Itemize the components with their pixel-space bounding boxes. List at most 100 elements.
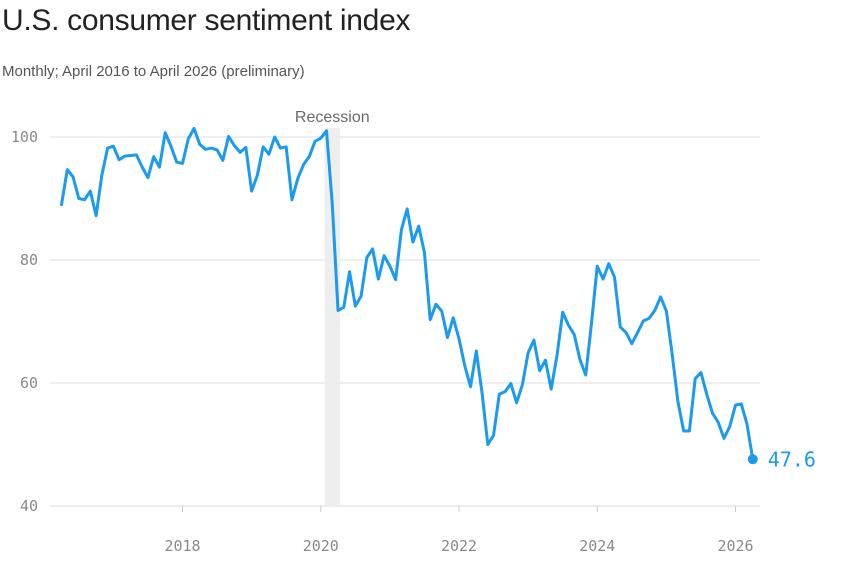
data-point	[71, 175, 75, 179]
data-point	[60, 203, 64, 207]
data-point	[77, 197, 81, 201]
data-point	[169, 144, 173, 148]
data-point	[88, 189, 92, 193]
data-point	[163, 131, 167, 135]
data-point	[261, 145, 265, 149]
x-tick-label: 2018	[164, 537, 200, 555]
data-point	[250, 189, 254, 193]
data-point	[653, 308, 657, 312]
data-point	[209, 146, 213, 150]
data-point	[313, 139, 317, 143]
data-point	[134, 153, 138, 157]
x-axis-ticks: 2018 2020 2022 2024 2026	[164, 506, 754, 555]
data-point	[192, 126, 196, 130]
data-point	[722, 436, 726, 440]
data-point	[232, 144, 236, 148]
data-point	[520, 383, 524, 387]
data-point	[687, 429, 691, 433]
data-point	[273, 135, 277, 139]
data-point	[584, 373, 588, 377]
data-point	[549, 387, 553, 391]
data-point	[342, 305, 346, 309]
data-point	[710, 411, 714, 415]
data-point	[434, 302, 438, 306]
data-point	[492, 433, 496, 437]
data-point	[526, 351, 530, 355]
data-point	[601, 277, 605, 281]
data-point	[175, 160, 179, 164]
data-point	[561, 310, 565, 314]
data-point	[716, 420, 720, 424]
data-point	[359, 294, 363, 298]
y-tick-label: 60	[20, 374, 38, 392]
data-point	[480, 391, 484, 395]
data-point	[440, 309, 444, 313]
end-value-label: 47.6	[768, 447, 816, 471]
data-point	[215, 148, 219, 152]
data-point	[566, 323, 570, 327]
data-point	[463, 364, 467, 368]
data-point	[745, 422, 749, 426]
data-point	[595, 264, 599, 268]
data-point	[204, 147, 208, 151]
series-line-0	[60, 126, 755, 461]
data-point	[296, 177, 300, 181]
x-tick-label: 2024	[579, 537, 615, 555]
data-point	[728, 425, 732, 429]
data-point	[244, 145, 248, 149]
data-point	[267, 152, 271, 156]
recession-band: Recession	[295, 109, 370, 506]
data-point	[613, 275, 617, 279]
data-point	[647, 316, 651, 320]
data-point	[734, 403, 738, 407]
data-point	[411, 240, 415, 244]
data-point	[278, 146, 282, 150]
data-point	[469, 385, 473, 389]
x-tick-label: 2026	[717, 537, 753, 555]
data-point	[227, 134, 231, 138]
data-point	[607, 262, 611, 266]
data-point	[486, 443, 490, 447]
data-point	[388, 264, 392, 268]
data-point	[509, 382, 513, 386]
data-point	[83, 198, 87, 202]
data-point	[365, 256, 369, 260]
data-point	[65, 168, 69, 172]
y-tick-label: 40	[20, 497, 38, 515]
data-point	[94, 214, 98, 218]
y-axis-ticks: 40 60 80 100	[11, 128, 38, 515]
data-point	[186, 137, 190, 141]
data-point	[307, 155, 311, 159]
data-point	[290, 198, 294, 202]
data-point	[624, 331, 628, 335]
chart-subtitle: Monthly; April 2016 to April 2026 (preli…	[2, 63, 305, 80]
data-point	[417, 224, 421, 228]
series-layer: 47.6	[60, 126, 816, 471]
data-point	[152, 155, 156, 159]
recession-label: Recession	[295, 109, 370, 126]
data-point	[382, 254, 386, 258]
data-point	[325, 129, 329, 133]
data-point	[399, 228, 403, 232]
y-tick-label: 100	[11, 128, 38, 146]
data-point	[538, 369, 542, 373]
data-point	[451, 316, 455, 320]
data-point	[146, 176, 150, 180]
end-point-marker	[747, 454, 758, 465]
data-point	[670, 352, 674, 356]
data-point	[503, 390, 507, 394]
data-point	[255, 173, 259, 177]
data-point	[682, 429, 686, 433]
data-point	[555, 354, 559, 358]
data-point	[659, 295, 663, 299]
data-point	[336, 308, 340, 312]
data-point	[699, 371, 703, 375]
data-point	[664, 309, 668, 313]
data-point	[238, 150, 242, 154]
data-point	[422, 251, 426, 255]
data-point	[319, 136, 323, 140]
recession-shade	[324, 128, 341, 506]
x-tick-label: 2020	[303, 537, 339, 555]
gridlines	[50, 136, 760, 507]
